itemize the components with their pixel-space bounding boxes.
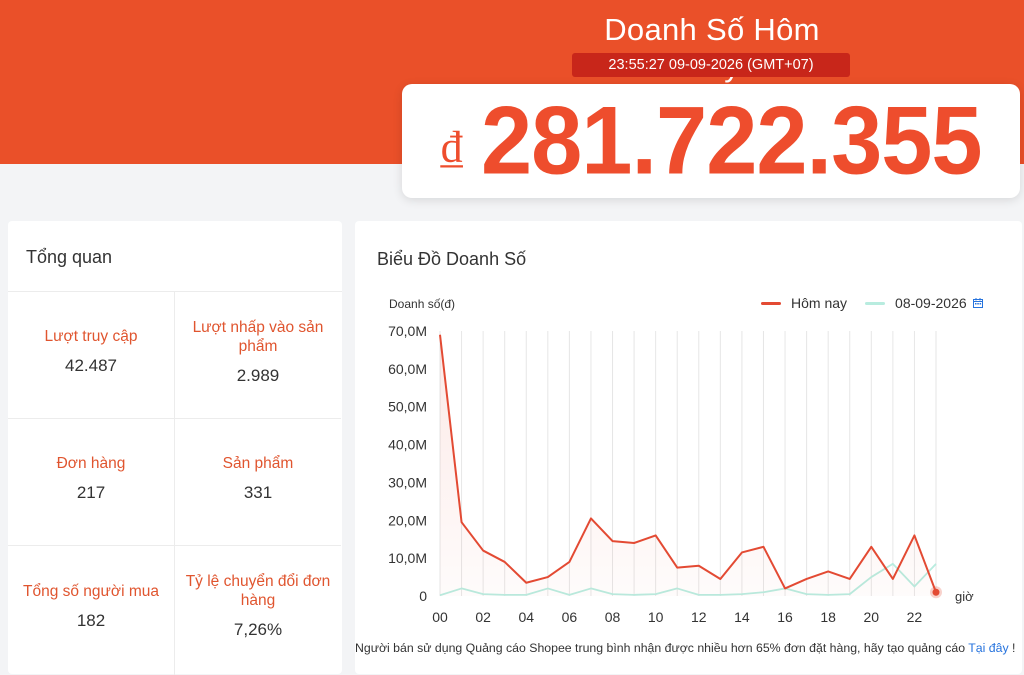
- overview-panel: Tổng quan Lượt truy cập 42.487 Lượt nhấp…: [8, 221, 342, 675]
- y-tick-label: 20,0M: [388, 512, 427, 528]
- chart-legend: Hôm nay 08-09-2026: [761, 295, 1001, 311]
- metric-visits: Lượt truy cập 42.487: [8, 292, 175, 419]
- x-tick-label: 00: [432, 609, 448, 625]
- overview-grid: Lượt truy cập 42.487 Lượt nhấp vào sản p…: [8, 291, 342, 675]
- y-tick-label: 10,0M: [388, 550, 427, 566]
- footnote-text: Người bán sử dụng Quảng cáo Shopee trung…: [355, 641, 969, 655]
- revenue-amount: 281.722.355: [480, 86, 983, 195]
- y-tick-label: 40,0M: [388, 437, 427, 453]
- x-tick-label: 16: [777, 609, 793, 625]
- x-tick-label: 02: [475, 609, 491, 625]
- x-tick-label: 04: [518, 609, 534, 625]
- x-tick-label: 22: [907, 609, 923, 625]
- timestamp-badge: 23:55:27 09-09-2026 (GMT+07): [572, 53, 850, 77]
- metric-value: 182: [76, 611, 106, 630]
- metric-products: Sản phẩm 331: [175, 419, 341, 546]
- metric-value: 7,26%: [233, 620, 283, 639]
- y-tick-label: 70,0M: [388, 323, 427, 339]
- x-tick-label: 08: [605, 609, 621, 625]
- metric-buyers: Tổng số người mua 182: [8, 546, 175, 675]
- series-line-today: [439, 334, 937, 593]
- x-tick-label: 06: [562, 609, 578, 625]
- x-tick-label: 18: [820, 609, 836, 625]
- metric-label: Đơn hàng: [56, 455, 126, 472]
- metric-label: Tổng số người mua: [23, 583, 159, 600]
- footnote-suffix: !: [1008, 641, 1016, 655]
- legend-item-yesterday[interactable]: 08-09-2026: [865, 295, 983, 311]
- y-axis-label: Doanh số(đ): [389, 297, 455, 311]
- legend-swatch-today: [761, 301, 781, 305]
- last-point-marker: [932, 588, 940, 596]
- metric-label: Lượt truy cập: [44, 328, 138, 345]
- metric-value: 2.989: [236, 366, 280, 385]
- sales-line-chart: Doanh số(đ) 0 10,0M 20,0M 30,0M 40,0M 50,0M 60,…: [388, 297, 974, 625]
- metric-label: Lượt nhấp vào sản phẩm: [192, 319, 324, 355]
- y-tick-label: 0: [419, 588, 427, 604]
- ads-promo-footnote: Người bán sử dụng Quảng cáo Shopee trung…: [355, 641, 1015, 655]
- currency-symbol: ₫: [440, 122, 463, 172]
- metric-value: 217: [76, 483, 106, 502]
- metric-conversion-rate: Tỷ lệ chuyển đổi đơn hàng 7,26%: [175, 546, 341, 675]
- y-tick-label: 60,0M: [388, 361, 427, 377]
- metric-product-clicks: Lượt nhấp vào sản phẩm 2.989: [175, 292, 341, 419]
- metric-label: Tỷ lệ chuyển đổi đơn hàng: [185, 573, 331, 609]
- metric-value: 42.487: [65, 356, 117, 375]
- create-ad-link[interactable]: Tại đây: [968, 641, 1009, 655]
- x-tick-label: 14: [734, 609, 750, 625]
- legend-label-yesterday: 08-09-2026: [895, 295, 967, 311]
- x-tick-label: 12: [691, 609, 707, 625]
- y-tick-label: 30,0M: [388, 474, 427, 490]
- chart-title: Biểu Đồ Doanh Số: [377, 249, 527, 269]
- legend-label-today: Hôm nay: [791, 295, 848, 311]
- sales-chart-panel: Biểu Đồ Doanh Số Doanh số(đ) 0 10,0M 20,0M 3…: [355, 221, 1022, 674]
- x-tick-label: 20: [864, 609, 880, 625]
- x-axis-label: giờ: [955, 589, 974, 604]
- series-area-today: [440, 334, 936, 596]
- legend-item-today[interactable]: Hôm nay: [761, 295, 847, 311]
- legend-swatch-yesterday: [865, 301, 886, 305]
- metric-label: Sản phẩm: [222, 455, 294, 472]
- calendar-icon[interactable]: [972, 298, 983, 308]
- overview-title: Tổng quan: [26, 247, 113, 267]
- metric-value: 331: [243, 483, 273, 502]
- revenue-card: ₫ 281.722.355: [402, 84, 1020, 198]
- x-tick-label: 10: [648, 609, 664, 625]
- y-tick-label: 50,0M: [388, 399, 427, 415]
- metric-orders: Đơn hàng 217: [8, 419, 175, 546]
